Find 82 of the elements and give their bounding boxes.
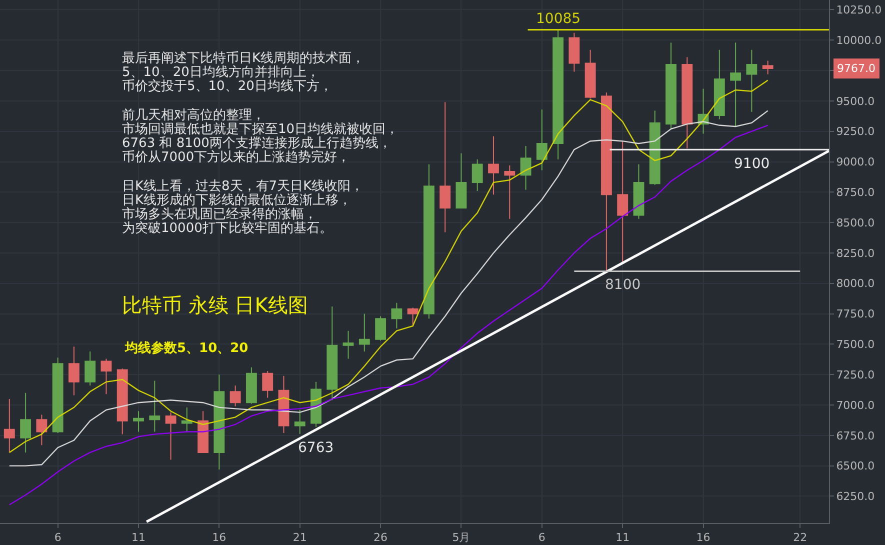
x-tick-label: 11 — [132, 531, 146, 544]
candlestick — [666, 42, 676, 130]
annotation: 前几天相对高位的整理，市场回调最低也就是下探至10日均线就被收回，6763 和 8100两个支撑连接形成上行趋势线，币价从7000下方以来的上涨趋势完好， — [122, 108, 400, 166]
annotation: 8100 — [605, 277, 641, 293]
annotation: 最后再阐述下比特币日K线周期的技术面，5、10、20日均线方向并排向上，币价交投于5、10、20日均线下方， — [122, 51, 366, 95]
y-tick-label: 9767.0 — [837, 62, 876, 75]
y-tick-label: 6500.0 — [836, 460, 875, 473]
candlestick — [36, 414, 48, 446]
y-tick-label: 8250.0 — [836, 246, 875, 260]
candlestick — [423, 164, 434, 320]
candlestick — [488, 136, 499, 196]
candlestick — [536, 108, 548, 171]
candlestick — [407, 307, 418, 326]
x-tick-label: 16 — [212, 531, 226, 544]
candlestick — [4, 398, 15, 453]
y-tick-label: 7750.0 — [836, 308, 875, 321]
y-tick-label: 8000.0 — [836, 277, 875, 290]
candlestick — [326, 306, 338, 401]
candlestick — [262, 370, 274, 398]
candlestick — [198, 410, 209, 453]
y-tick-label: 7250.0 — [836, 368, 875, 382]
candlestick — [358, 313, 370, 352]
candlestick — [456, 152, 467, 208]
annotation: 日K线上看，过去8天，有7天日K线收阳，日K线形成的下影线的最低位逐渐上移，市场多头在巩固已经录得的涨幅，为突破10000打下比较牢固的基石。 — [122, 178, 365, 237]
candlestick — [20, 392, 32, 453]
x-tick-label: 6 — [538, 531, 546, 544]
candlestick — [133, 410, 144, 432]
candlestick — [246, 366, 257, 404]
y-tick-label: 7500.0 — [836, 338, 875, 352]
y-tick-label: 7000.0 — [836, 398, 875, 412]
candlestick — [504, 164, 516, 220]
x-tick-label: 6 — [54, 531, 62, 544]
annotation: 9100 — [734, 156, 770, 172]
candlestick — [682, 56, 693, 149]
candlestick — [552, 29, 564, 160]
x-tick-label: 26 — [374, 531, 388, 544]
candlestick — [600, 92, 612, 272]
y-tick-label: 10000.0 — [836, 34, 882, 47]
candlestick — [568, 32, 580, 72]
candlestick — [181, 406, 192, 432]
candlestick — [68, 346, 80, 396]
y-tick-label: 9500.0 — [836, 94, 875, 108]
y-tick-label: 9250.0 — [836, 125, 875, 138]
candlestick — [617, 140, 628, 264]
candlestick — [84, 351, 96, 386]
y-tick-label: 9000.0 — [836, 156, 875, 169]
annotation: 10085 — [536, 11, 581, 27]
candlestick — [375, 316, 386, 342]
text: 比特币 永续 日K线图 — [122, 293, 308, 317]
y-tick-label: 6750.0 — [836, 429, 875, 442]
candlestick — [520, 145, 532, 190]
annotation: 6763 — [298, 440, 334, 456]
candlestick — [649, 110, 660, 186]
candlestick — [762, 60, 774, 75]
candlestick — [100, 358, 112, 395]
candlestick — [230, 385, 241, 407]
text: 均线参数5、10、20 — [124, 340, 248, 356]
y-tick-label: 8500.0 — [836, 216, 875, 230]
candlestick — [310, 381, 322, 428]
y-tick-label: 10250.0 — [836, 4, 882, 17]
candlestick — [746, 49, 758, 112]
candlestick — [342, 330, 354, 360]
candlestick — [116, 368, 128, 435]
candlestick — [214, 374, 225, 470]
y-tick-label: 8750.0 — [836, 186, 875, 200]
candlestick — [165, 412, 176, 460]
y-tick-label: 6250.0 — [836, 490, 875, 504]
x-tick-label: 11 — [616, 531, 630, 544]
candlestick — [149, 380, 160, 432]
candlestick — [52, 357, 64, 434]
x-tick-label: 16 — [696, 531, 710, 544]
candlestick — [294, 409, 306, 434]
x-tick-label: 21 — [292, 531, 307, 544]
candlestick — [633, 164, 644, 220]
x-tick-label: 5月 — [452, 531, 470, 544]
candlestick — [714, 49, 725, 120]
candlestick — [472, 158, 483, 192]
x-tick-label: 22 — [793, 531, 808, 544]
candlestick — [730, 42, 742, 127]
candlestick — [584, 49, 596, 100]
candlestick — [391, 302, 402, 329]
candlestick — [440, 102, 451, 233]
